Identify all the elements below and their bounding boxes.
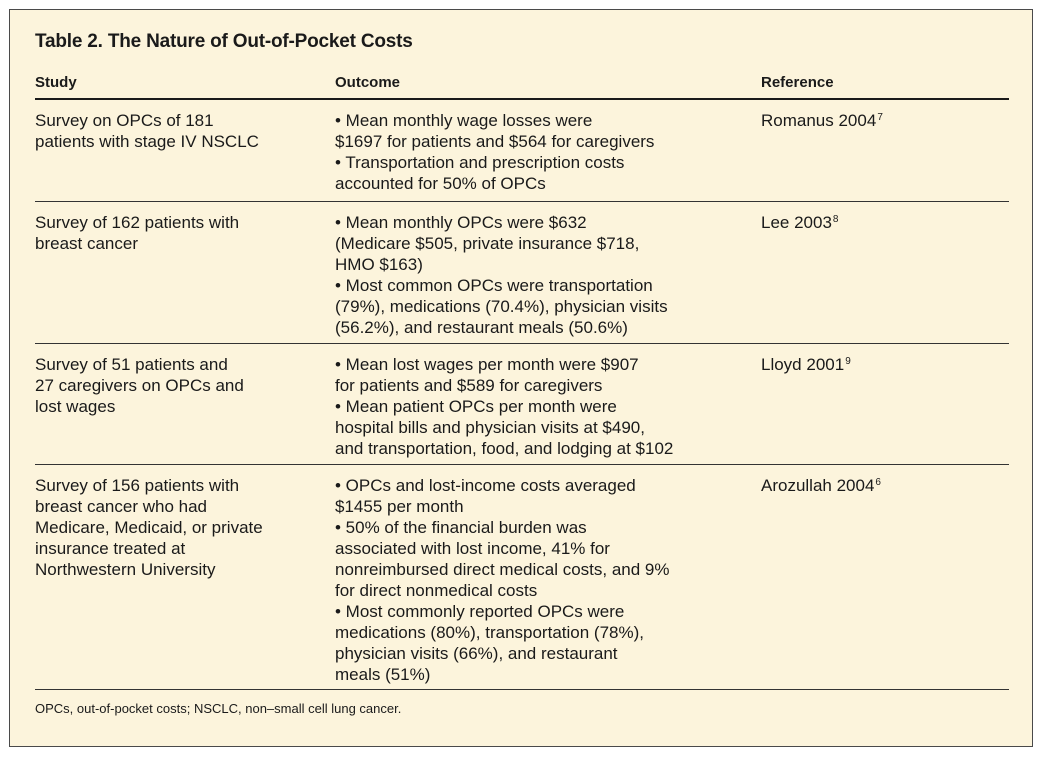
study-line: breast cancer who had [35, 497, 207, 516]
outcome-line: • OPCs and lost-income costs averaged [335, 476, 636, 495]
outcome-line: (79%), medications (70.4%), physician vi… [335, 297, 668, 316]
outcome-cell: • Mean monthly OPCs were $632 (Medicare … [335, 212, 668, 338]
outcome-line: (56.2%), and restaurant meals (50.6%) [335, 318, 628, 337]
study-cell: Survey of 51 patients and 27 caregivers … [35, 354, 244, 417]
outcome-line: • Mean monthly OPCs were $632 [335, 213, 587, 232]
reference-text: Arozullah 2004 [761, 476, 875, 495]
outcome-line: for patients and $589 for caregivers [335, 376, 603, 395]
outcome-line: medications (80%), transportation (78%), [335, 623, 644, 642]
outcome-line: • 50% of the financial burden was [335, 518, 587, 537]
reference-cell: Lloyd 20019 [761, 354, 851, 375]
table-title: Table 2. The Nature of Out-of-Pocket Cos… [35, 31, 413, 52]
outcome-line: accounted for 50% of OPCs [335, 174, 546, 193]
reference-cell: Arozullah 20046 [761, 475, 881, 496]
outcome-cell: • Mean monthly wage losses were $1697 fo… [335, 110, 654, 194]
outcome-line: • Most common OPCs were transportation [335, 276, 653, 295]
study-cell: Survey of 162 patients with breast cance… [35, 212, 239, 254]
reference-text: Lee 2003 [761, 213, 832, 232]
table-row: Survey of 156 patients with breast cance… [35, 465, 1009, 690]
study-cell: Survey of 156 patients with breast cance… [35, 475, 263, 580]
outcome-line: and transportation, food, and lodging at… [335, 439, 674, 458]
outcome-line: • Mean patient OPCs per month were [335, 397, 617, 416]
reference-number: 8 [832, 214, 839, 225]
outcome-line: $1455 per month [335, 497, 464, 516]
outcome-line: HMO $163) [335, 255, 423, 274]
outcome-line: (Medicare $505, private insurance $718, [335, 234, 640, 253]
outcome-line: • Mean monthly wage losses were [335, 111, 593, 130]
table-row: Survey of 162 patients with breast cance… [35, 202, 1009, 344]
table-row: Survey on OPCs of 181 patients with stag… [35, 100, 1009, 202]
outcome-line: associated with lost income, 41% for [335, 539, 610, 558]
study-line: patients with stage IV NSCLC [35, 132, 259, 151]
study-line: Survey of 162 patients with [35, 213, 240, 232]
study-line: Survey of 156 patients with [35, 476, 240, 495]
table-row: Survey of 51 patients and 27 caregivers … [35, 344, 1009, 465]
study-line: Northwestern University [35, 560, 216, 579]
study-line: Survey on OPCs of 181 [35, 111, 214, 130]
outcome-line: $1697 for patients and $564 for caregive… [335, 132, 655, 151]
outcome-cell: • Mean lost wages per month were $907 fo… [335, 354, 673, 459]
outcome-line: meals (51%) [335, 665, 431, 684]
study-line: Medicare, Medicaid, or private [35, 518, 263, 537]
study-line: lost wages [35, 397, 116, 416]
reference-number: 7 [877, 112, 883, 123]
study-cell: Survey on OPCs of 181 patients with stag… [35, 110, 259, 152]
outcome-line: • Mean lost wages per month were $907 [335, 355, 639, 374]
table-footnote: OPCs, out-of-pocket costs; NSCLC, non–sm… [35, 701, 402, 716]
study-line: Survey of 51 patients and [35, 355, 228, 374]
reference-text: Romanus 2004 [761, 111, 877, 130]
reference-cell: Lee 20038 [761, 212, 838, 233]
study-line: insurance treated at [35, 539, 186, 558]
table-frame: Table 2. The Nature of Out-of-Pocket Cos… [9, 9, 1033, 747]
study-line: breast cancer [35, 234, 138, 253]
outcome-line: physician visits (66%), and restaurant [335, 644, 618, 663]
header-rule [35, 98, 1009, 100]
header-outcome: Outcome [335, 74, 401, 91]
outcome-line: • Most commonly reported OPCs were [335, 602, 625, 621]
reference-number: 6 [875, 477, 881, 488]
outcome-line: nonreimbursed direct medical costs, and … [335, 560, 670, 579]
outcome-line: hospital bills and physician visits at $… [335, 418, 645, 437]
reference-number: 9 [845, 356, 851, 367]
header-reference: Reference [761, 74, 834, 91]
study-line: 27 caregivers on OPCs and [35, 376, 244, 395]
outcome-line: • Transportation and prescription costs [335, 153, 625, 172]
reference-text: Lloyd 2001 [761, 355, 845, 374]
outcome-cell: • OPCs and lost-income costs averaged $1… [335, 475, 670, 685]
outcome-line: for direct nonmedical costs [335, 581, 538, 600]
reference-cell: Romanus 20047 [761, 110, 883, 131]
header-study: Study [35, 74, 77, 91]
